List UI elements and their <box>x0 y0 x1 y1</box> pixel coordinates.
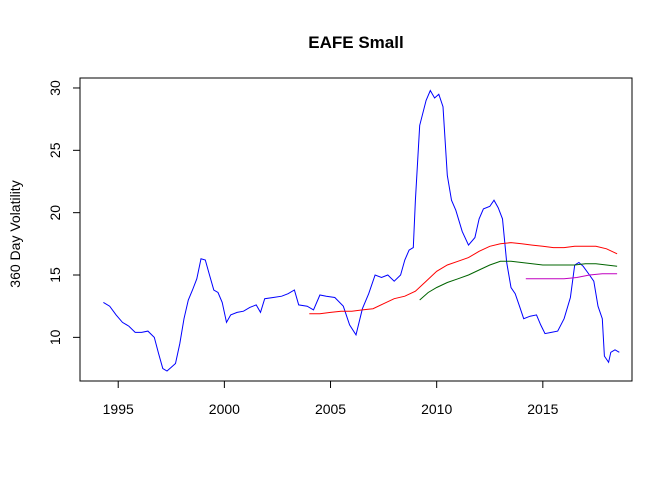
x-tick-label: 2000 <box>209 401 240 417</box>
y-tick-label: 20 <box>47 205 63 221</box>
series-layer <box>103 89 620 372</box>
y-tick-label: 15 <box>47 267 63 283</box>
x-axis: 1995 2000 2005 2010 2015 <box>103 380 559 417</box>
x-tick-label: 2010 <box>421 401 452 417</box>
y-axis-label: 360 Day Volatility <box>7 180 23 287</box>
y-tick-label: 25 <box>47 142 63 158</box>
y-axis: 10 15 20 25 30 <box>47 80 81 345</box>
y-tick-label: 10 <box>47 329 63 345</box>
x-tick-label: 2005 <box>315 401 346 417</box>
series-line-2 <box>309 242 618 315</box>
x-tick-label: 2015 <box>527 401 558 417</box>
chart-title: EAFE Small <box>308 33 403 52</box>
y-tick-label: 30 <box>47 80 63 96</box>
x-tick-label: 1995 <box>103 401 134 417</box>
series-line-3 <box>419 260 618 301</box>
series-line-4 <box>525 273 618 280</box>
series-line-1 <box>103 89 620 372</box>
